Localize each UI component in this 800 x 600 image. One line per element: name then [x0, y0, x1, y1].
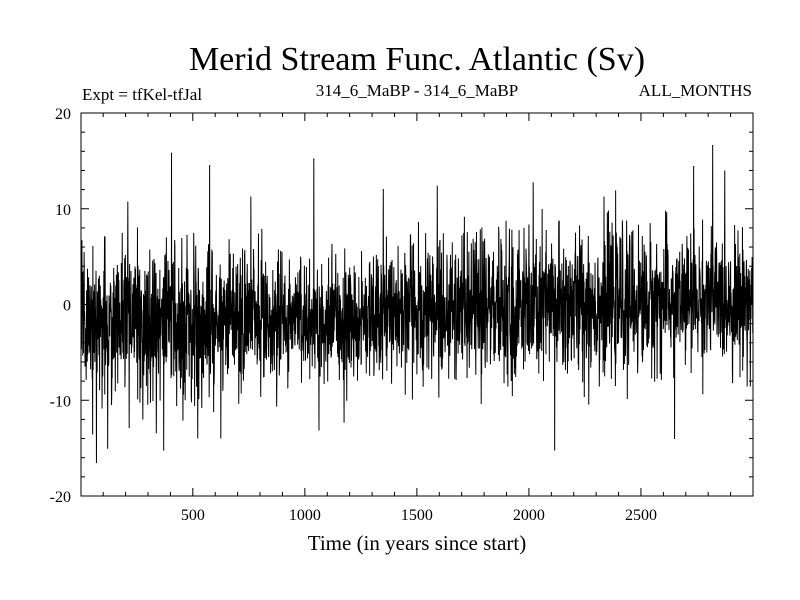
extreme-point: [554, 449, 556, 451]
extreme-point: [107, 447, 109, 449]
extreme-point: [163, 449, 165, 451]
y-tick-label: 20: [55, 106, 71, 123]
extreme-point: [673, 437, 676, 440]
y-tick-label: 10: [55, 202, 71, 219]
experiment-label: Expt = tfKel-tfJal: [82, 85, 202, 104]
tick-label-layer: 500 1000 1500 2000 2500 -20 -10 0 10 20: [50, 106, 657, 524]
x-axis-label: Time (in years since start): [308, 531, 527, 555]
y-tick-label: -20: [50, 489, 71, 506]
chart-title: Merid Stream Func. Atlantic (Sv): [189, 41, 645, 78]
months-label: ALL_MONTHS: [639, 81, 752, 100]
extreme-point: [209, 165, 211, 167]
x-tick-label: 500: [181, 507, 205, 524]
extreme-point: [693, 166, 695, 168]
x-tick-label: 1500: [401, 507, 433, 524]
y-tick-label: -10: [50, 393, 71, 410]
extreme-point: [170, 152, 173, 154]
series-line: [80, 145, 754, 463]
plot-area: 500 1000 1500 2000 2500 -20 -10 0 10 20: [50, 106, 754, 524]
y-tick-label: 0: [63, 298, 71, 315]
period-label: 314_6_MaBP - 314_6_MaBP: [316, 81, 518, 100]
extreme-point: [95, 461, 98, 464]
x-tick-label: 2000: [513, 507, 545, 524]
extreme-point: [313, 158, 315, 160]
extreme-point: [712, 144, 714, 147]
extreme-point: [382, 189, 384, 191]
x-tick-label: 2500: [625, 507, 657, 524]
x-tick-label: 1000: [289, 507, 321, 524]
series-layer: [80, 144, 754, 464]
